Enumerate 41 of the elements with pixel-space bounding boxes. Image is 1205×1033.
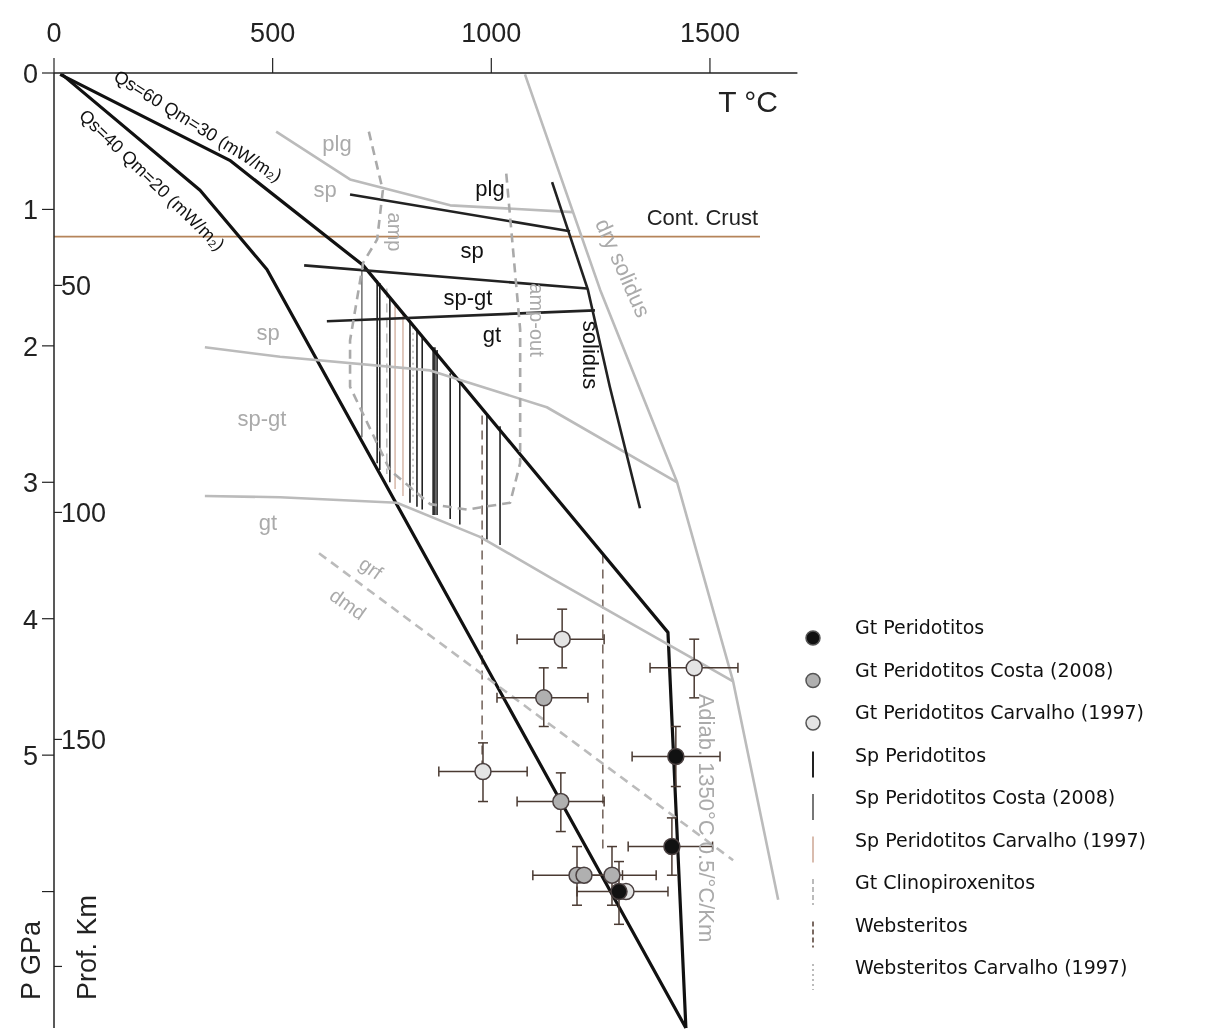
annotation: gt — [482, 321, 502, 347]
y2-axis-title: Prof. Km — [72, 894, 102, 1000]
legend-label: Websteritos Carvalho (1997) — [855, 956, 1128, 978]
annotation: sp — [460, 237, 484, 263]
annotation: sp — [313, 176, 337, 202]
x-tick-label: 1500 — [679, 18, 740, 48]
legend-label: Gt Clinopiroxenitos — [855, 871, 1036, 893]
x-tick-label: 500 — [250, 18, 296, 48]
annotation: grf — [355, 552, 388, 584]
legend-label: Sp Peridotitos — [855, 743, 987, 766]
y2-tick-label: 150 — [61, 725, 107, 756]
x-axis-title: T °C — [718, 85, 778, 118]
y-tick-label: 5 — [22, 741, 38, 772]
y2-tick-label: 50 — [61, 271, 92, 302]
y-tick-label: 0 — [22, 59, 38, 89]
y-tick-label: 4 — [22, 604, 38, 635]
y-tick-label: 1 — [22, 195, 38, 226]
legend-label: Websteritos — [855, 913, 968, 936]
annotation: Adiab. 1350°C 0.5/°C/Km — [693, 693, 719, 943]
annotation: sp — [256, 319, 280, 345]
x-tick-label: 1000 — [461, 18, 522, 48]
ref-line-label: Cont. Crust — [646, 204, 758, 230]
legend-label: Gt Peridotitos Carvalho (1997) — [855, 701, 1144, 723]
annotation: amp — [384, 212, 406, 252]
annotation: plg — [475, 175, 505, 201]
y-tick-label: 2 — [22, 331, 38, 362]
y2-tick-label: 100 — [61, 498, 107, 529]
legend-label: Sp Peridotitos Costa (2008) — [855, 786, 1116, 808]
x-tick-label: 0 — [46, 18, 62, 48]
legend-label: Gt Peridotitos — [855, 616, 985, 638]
annotation: solidus — [577, 320, 603, 390]
y-axis-title: P GPa — [16, 919, 46, 1000]
annotation: sp-gt — [237, 405, 287, 431]
annotation: amp-out — [526, 283, 548, 358]
annotation: dmd — [325, 583, 371, 625]
legend-label: Sp Peridotitos Carvalho (1997) — [855, 828, 1146, 851]
annotation: plg — [322, 130, 352, 156]
y-tick-label: 3 — [22, 468, 38, 499]
annotation: sp-gt — [443, 284, 493, 310]
annotation: gt — [258, 509, 278, 535]
legend-label: Gt Peridotitos Costa (2008) — [855, 658, 1114, 681]
